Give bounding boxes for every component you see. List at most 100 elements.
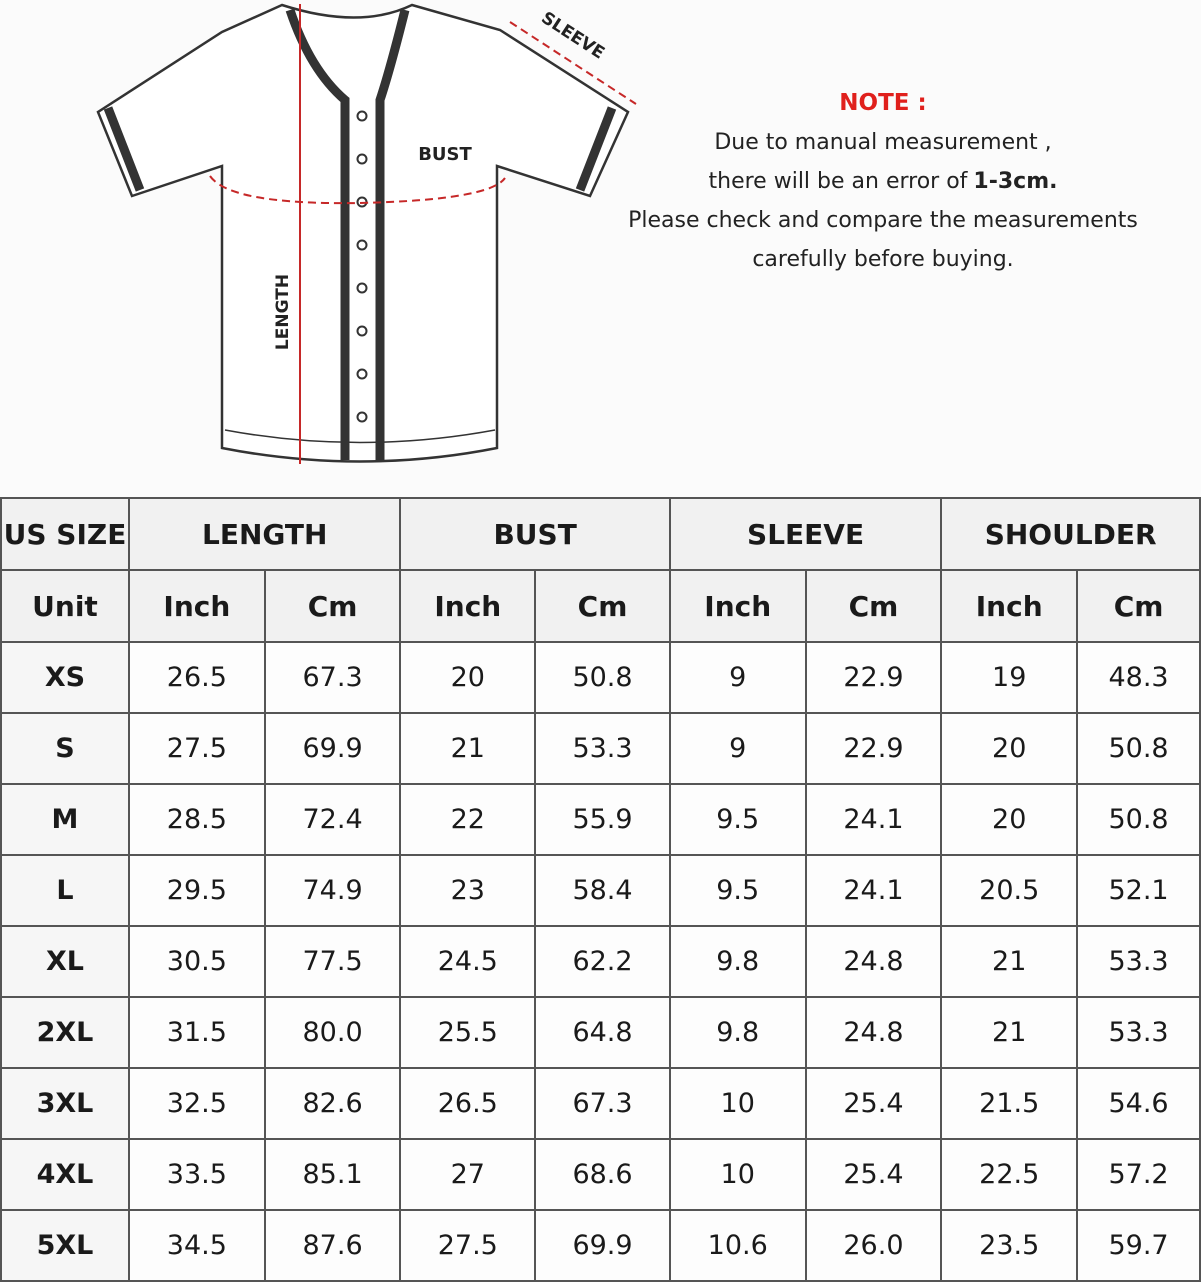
table-cell: 21.5 <box>940 1067 1079 1140</box>
unit-row: Unit Inch Cm Inch Cm Inch Cm Inch Cm <box>0 569 1201 643</box>
data-row: 2XL 31.5 80.0 25.5 64.8 9.8 24.8 21 53.3 <box>0 996 1201 1069</box>
size-table: US SIZE LENGTH BUST SLEEVE SHOULDER Unit Inch C… <box>0 497 1201 1282</box>
table-cell: Cm <box>804 569 943 643</box>
table-cell: 9.8 <box>668 996 807 1069</box>
table-cell: Inch <box>399 569 537 643</box>
table-cell: 72.4 <box>263 783 402 856</box>
table-cell: 48.3 <box>1076 641 1201 714</box>
table-cell: 22 <box>399 783 537 856</box>
table-cell: 74.9 <box>263 854 402 927</box>
table-cell: 67.3 <box>263 641 402 714</box>
table-cell: 22.5 <box>940 1138 1079 1211</box>
table-cell: 69.9 <box>534 1209 671 1282</box>
table-cell: 80.0 <box>263 996 402 1069</box>
table-cell: 50.8 <box>534 641 671 714</box>
table-cell: XL <box>0 925 130 998</box>
data-row: 3XL 32.5 82.6 26.5 67.3 10 25.4 21.5 54.6 <box>0 1067 1201 1140</box>
table-cell: SLEEVE <box>668 497 943 571</box>
table-cell: 53.3 <box>1076 925 1201 998</box>
table-cell: 87.6 <box>263 1209 402 1282</box>
table-cell: S <box>0 712 130 785</box>
table-cell: 50.8 <box>1076 712 1201 785</box>
table-cell: 21 <box>940 925 1079 998</box>
data-row: XS 26.5 67.3 20 50.8 9 22.9 19 48.3 <box>0 641 1201 714</box>
table-cell: 10 <box>668 1067 807 1140</box>
data-row: M 28.5 72.4 22 55.9 9.5 24.1 20 50.8 <box>0 783 1201 856</box>
table-cell: Unit <box>0 569 130 643</box>
table-cell: 82.6 <box>263 1067 402 1140</box>
table-cell: 20 <box>399 641 537 714</box>
table-cell: M <box>0 783 130 856</box>
table-cell: 25.4 <box>804 1067 943 1140</box>
table-cell: 3XL <box>0 1067 130 1140</box>
table-cell: 50.8 <box>1076 783 1201 856</box>
table-cell: 20 <box>940 712 1079 785</box>
data-row: XL 30.5 77.5 24.5 62.2 9.8 24.8 21 53.3 <box>0 925 1201 998</box>
table-cell: 69.9 <box>263 712 402 785</box>
table-cell: 9 <box>668 712 807 785</box>
length-label: LENGTH <box>273 274 293 350</box>
table-cell: 53.3 <box>534 712 671 785</box>
table-cell: 27.5 <box>399 1209 537 1282</box>
table-cell: 27 <box>399 1138 537 1211</box>
table-cell: 2XL <box>0 996 130 1069</box>
table-cell: Cm <box>534 569 671 643</box>
table-cell: 25.4 <box>804 1138 943 1211</box>
group-header-row: US SIZE LENGTH BUST SLEEVE SHOULDER <box>0 497 1201 571</box>
table-cell: 10 <box>668 1138 807 1211</box>
table-cell: Cm <box>263 569 402 643</box>
table-cell: 55.9 <box>534 783 671 856</box>
data-row: 5XL 34.5 87.6 27.5 69.9 10.6 26.0 23.5 59.7 <box>0 1209 1201 1282</box>
note-line: there will be an error of 1-3cm. <box>600 169 1166 194</box>
table-cell: 23 <box>399 854 537 927</box>
sleeve-label: SLEEVE <box>537 8 608 63</box>
table-cell: 9.5 <box>668 783 807 856</box>
table-cell: 27.5 <box>127 712 266 785</box>
table-cell: 31.5 <box>127 996 266 1069</box>
table-cell: 4XL <box>0 1138 130 1211</box>
table-cell: 24.1 <box>804 783 943 856</box>
table-cell: 52.1 <box>1076 854 1201 927</box>
table-cell: 64.8 <box>534 996 671 1069</box>
table-cell: 62.2 <box>534 925 671 998</box>
note-title: NOTE : <box>839 90 927 116</box>
table-cell: 58.4 <box>534 854 671 927</box>
table-cell: 9.5 <box>668 854 807 927</box>
table-cell: 67.3 <box>534 1067 671 1140</box>
table-cell: 54.6 <box>1076 1067 1201 1140</box>
table-cell: 26.5 <box>127 641 266 714</box>
table-cell: 24.8 <box>804 996 943 1069</box>
table-cell: 24.8 <box>804 925 943 998</box>
table-cell: Inch <box>668 569 807 643</box>
table-cell: 25.5 <box>399 996 537 1069</box>
table-cell: L <box>0 854 130 927</box>
table-cell: 21 <box>940 996 1079 1069</box>
table-cell: LENGTH <box>127 497 402 571</box>
table-cell: 28.5 <box>127 783 266 856</box>
table-cell: 24.1 <box>804 854 943 927</box>
table-cell: 20.5 <box>940 854 1079 927</box>
table-cell: 19 <box>940 641 1079 714</box>
note-line: carefully before buying. <box>752 247 1014 272</box>
table-cell: XS <box>0 641 130 714</box>
table-cell: 85.1 <box>263 1138 402 1211</box>
data-row: 4XL 33.5 85.1 27 68.6 10 25.4 22.5 57.2 <box>0 1138 1201 1211</box>
table-cell: 32.5 <box>127 1067 266 1140</box>
table-cell: 26.5 <box>399 1067 537 1140</box>
note-line: Please check and compare the measurement… <box>628 208 1138 233</box>
table-cell: 22.9 <box>804 641 943 714</box>
table-cell: 5XL <box>0 1209 130 1282</box>
note-text: there will be an error of <box>708 169 968 194</box>
table-cell: US SIZE <box>0 497 130 571</box>
data-row: S 27.5 69.9 21 53.3 9 22.9 20 50.8 <box>0 712 1201 785</box>
table-cell: 9 <box>668 641 807 714</box>
table-cell: 21 <box>399 712 537 785</box>
table-cell: SHOULDER <box>940 497 1201 571</box>
table-cell: 57.2 <box>1076 1138 1201 1211</box>
table-cell: 23.5 <box>940 1209 1079 1282</box>
table-cell: 22.9 <box>804 712 943 785</box>
table-cell: 59.7 <box>1076 1209 1201 1282</box>
table-cell: BUST <box>399 497 671 571</box>
page: SLEEVE BUST LENGTH NOTE : Due to manual … <box>0 3 1201 1282</box>
table-cell: 24.5 <box>399 925 537 998</box>
